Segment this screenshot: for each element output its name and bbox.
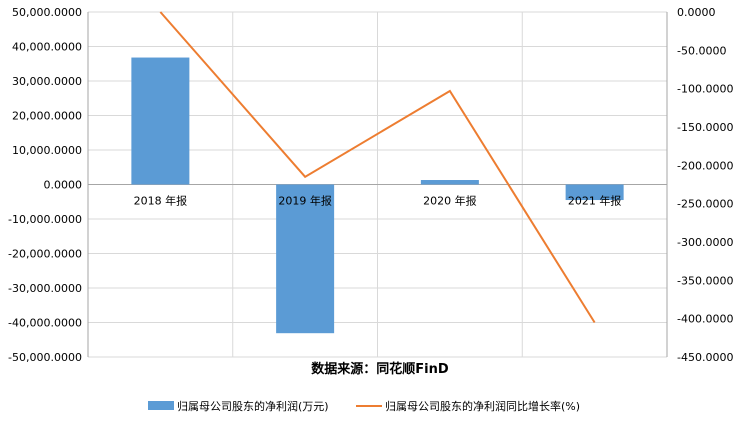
right-axis-tick-label: -250.0000 <box>677 198 733 211</box>
left-axis-tick-label: -30,000.0000 <box>8 282 82 295</box>
left-axis-tick-label: -40,000.0000 <box>8 317 82 330</box>
category-label: 2021 年报 <box>568 194 622 208</box>
bar <box>131 57 190 185</box>
left-axis-tick-label: 40,000.0000 <box>12 41 82 54</box>
left-axis-tick-label: -10,000.0000 <box>8 213 82 226</box>
right-axis-tick-label: 0.0000 <box>677 6 716 19</box>
category-label: 2018 年报 <box>134 194 188 208</box>
growth-rate-line <box>159 11 596 324</box>
right-axis-tick-label: -350.0000 <box>677 274 733 287</box>
right-axis-tick-label: -400.0000 <box>677 313 733 326</box>
bar <box>420 180 479 185</box>
line-series <box>159 11 596 324</box>
right-axis-ticks: 0.0000 -50.0000 -100.0000 -150.0000 -200.000… <box>677 6 733 364</box>
left-axis-tick-label: -50,000.0000 <box>8 351 82 364</box>
right-axis-tick-label: -150.0000 <box>677 121 733 134</box>
right-axis-tick-label: -450.0000 <box>677 351 733 364</box>
legend-bar-swatch <box>148 401 174 410</box>
right-axis-tick-label: -100.0000 <box>677 83 733 96</box>
bar <box>565 184 624 201</box>
left-axis-tick-label: 20,000.0000 <box>12 110 82 123</box>
right-axis-tick-label: -200.0000 <box>677 159 733 172</box>
left-axis-tick-label: 30,000.0000 <box>12 75 82 88</box>
category-label: 2020 年报 <box>423 194 477 208</box>
legend-bar-label: 归属母公司股东的净利润(万元) <box>177 399 329 413</box>
left-axis-tick-label: 0.0000 <box>44 179 83 192</box>
legend: 归属母公司股东的净利润(万元) 归属母公司股东的净利润同比增长率(%) <box>148 399 580 413</box>
left-axis-tick-label: 10,000.0000 <box>12 144 82 157</box>
left-axis-tick-label: -20,000.0000 <box>8 248 82 261</box>
bar <box>276 184 335 334</box>
right-axis-tick-label: -300.0000 <box>677 236 733 249</box>
left-axis-tick-label: 50,000.0000 <box>12 6 82 19</box>
category-labels: 2018 年报 2019 年报 2020 年报 2021 年报 <box>134 194 622 208</box>
right-axis-tick-label: -50.0000 <box>677 44 726 57</box>
category-label: 2019 年报 <box>278 194 332 208</box>
legend-line-label: 归属母公司股东的净利润同比增长率(%) <box>385 399 580 413</box>
left-axis-ticks: 50,000.0000 40,000.0000 30,000.0000 20,000.… <box>8 6 82 364</box>
source-note: 数据来源：同花顺FinD <box>311 361 449 377</box>
bar-series <box>131 57 624 334</box>
